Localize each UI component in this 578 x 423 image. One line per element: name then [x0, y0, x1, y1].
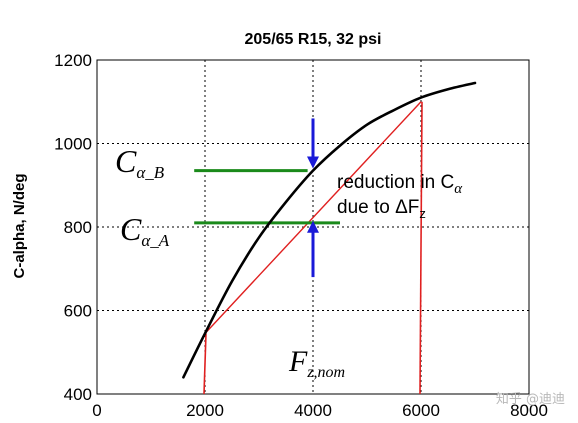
arrow-up-head — [307, 220, 319, 233]
x-tick-label: 8000 — [510, 401, 548, 420]
annotation-reduction-line2: due to ΔFz — [337, 197, 426, 221]
arrow-down-head — [307, 156, 319, 169]
watermark-text: 知乎 @迪迪 — [496, 391, 565, 407]
y-tick-label: 600 — [64, 302, 92, 321]
red-vertical-line — [203, 333, 207, 395]
red-chord-line — [204, 101, 422, 334]
red-vertical-line — [419, 101, 423, 395]
y-tick-label: 800 — [64, 218, 92, 237]
x-tick-label: 4000 — [294, 401, 332, 420]
label-c-alpha-b: Cα_B — [115, 143, 165, 182]
chart-title: 205/65 R15, 32 psi — [245, 31, 382, 48]
blue-arrows — [307, 118, 319, 278]
green-level-lines — [194, 169, 340, 225]
x-axis-ticks: 0 2000 4000 6000 8000 — [92, 401, 548, 420]
y-tick-label: 400 — [64, 385, 92, 404]
x-tick-label: 0 — [92, 401, 101, 420]
label-fz-nom: Fz,nom — [288, 345, 345, 381]
y-tick-label: 1200 — [54, 51, 92, 70]
x-tick-label: 6000 — [402, 401, 440, 420]
x-tick-label: 2000 — [186, 401, 224, 420]
label-c-alpha-a: Cα_A — [120, 211, 170, 250]
stiffness-curve — [182, 81, 477, 379]
y-axis-ticks: 400 600 800 1000 1200 — [54, 51, 92, 404]
y-tick-label: 1000 — [54, 135, 92, 154]
annotation-reduction-line1: reduction in Cα — [337, 172, 463, 197]
y-axis-label: C-alpha, N/deg — [11, 173, 28, 278]
series-line — [182, 81, 477, 379]
red-lines — [203, 101, 423, 395]
